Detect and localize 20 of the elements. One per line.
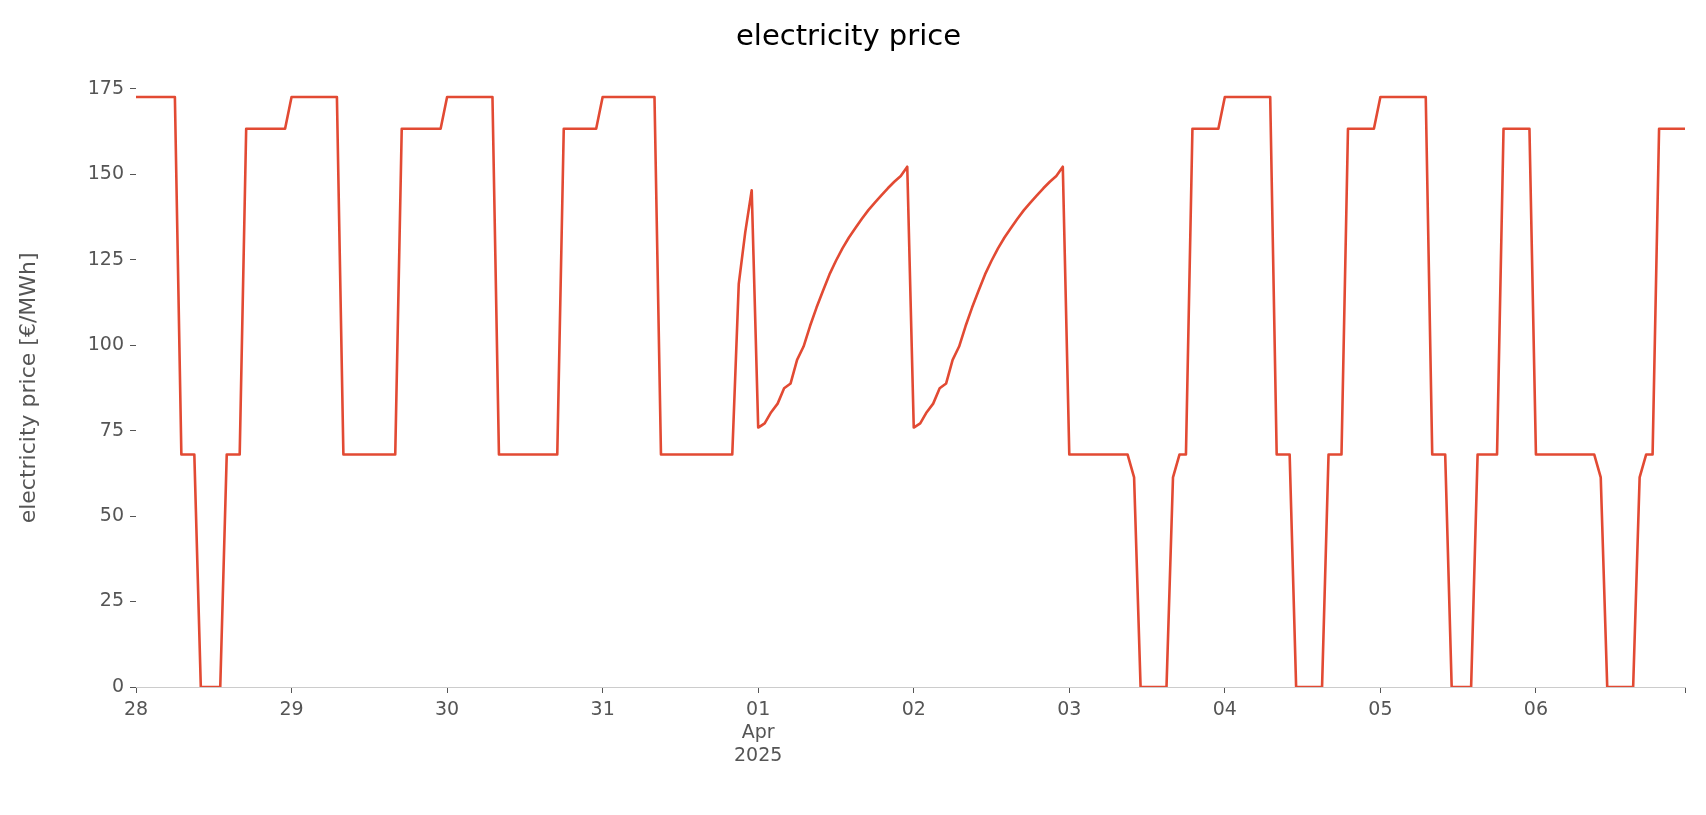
x-tick-label: 04 bbox=[1212, 697, 1237, 720]
x-tick-label: 28 bbox=[123, 697, 149, 720]
y-tick-label: 50 bbox=[99, 503, 124, 526]
chart-title: electricity price bbox=[736, 17, 961, 52]
x-tick-label: 30 bbox=[435, 697, 460, 720]
x-tick-label: 31 bbox=[590, 697, 615, 720]
x-tick-label: 06 bbox=[1523, 697, 1549, 720]
x-tick-label: 29 bbox=[279, 697, 304, 720]
y-tick-label: 25 bbox=[99, 588, 124, 611]
y-tick-label: 125 bbox=[87, 246, 124, 269]
y-tick-label: 100 bbox=[87, 332, 124, 355]
x-tick-label: 03 bbox=[1057, 697, 1082, 720]
x-tick-label: 02 bbox=[901, 697, 926, 720]
y-tick-label: 175 bbox=[87, 75, 124, 98]
y-axis-title: electricity price [€/MWh] bbox=[14, 252, 40, 524]
x-tick-label: 05 bbox=[1368, 697, 1393, 720]
x-tick-label: 01 Apr 2025 bbox=[734, 697, 783, 765]
y-tick-label: 75 bbox=[99, 417, 124, 440]
y-tick-label: 0 bbox=[111, 673, 124, 696]
y-tick-label: 150 bbox=[87, 161, 124, 184]
